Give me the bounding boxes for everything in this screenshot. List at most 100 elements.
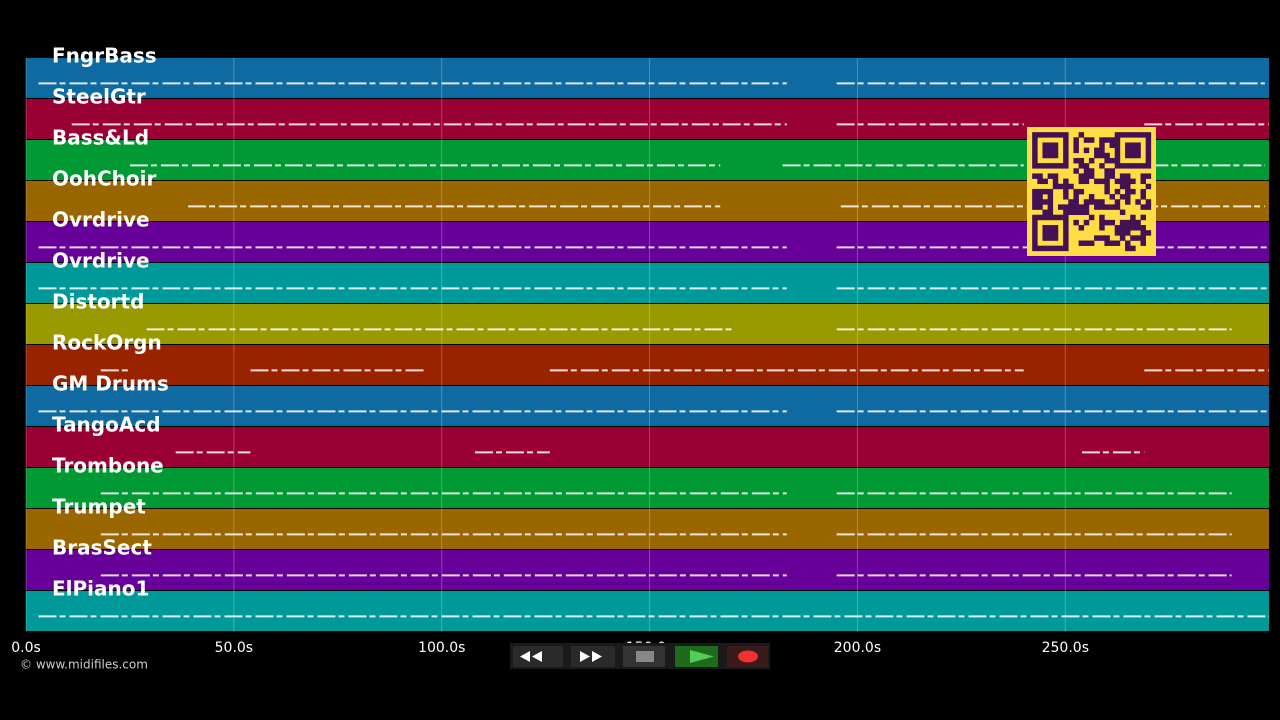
track-label: SteelGtr — [52, 85, 146, 109]
qr-module — [1140, 194, 1146, 200]
qr-module — [1052, 152, 1059, 159]
stop-button[interactable] — [623, 646, 665, 667]
forward-button[interactable] — [571, 646, 615, 667]
tick-label: 250.0s — [1042, 640, 1089, 656]
track-label: RockOrgn — [52, 331, 162, 355]
qr-module — [1052, 142, 1059, 148]
qr-module — [1104, 178, 1110, 185]
record-button[interactable] — [727, 646, 768, 667]
qr-module — [1047, 163, 1054, 169]
qr-module — [1047, 147, 1054, 154]
qr-module — [1078, 204, 1085, 210]
qr-module — [1094, 204, 1100, 210]
qr-module — [1063, 219, 1069, 226]
track-row — [26, 58, 1269, 98]
qr-module — [1125, 225, 1131, 231]
track-label: GM Drums — [52, 372, 169, 396]
qr-module — [1063, 204, 1069, 210]
qr-module — [1094, 235, 1100, 241]
qr-module — [1099, 163, 1105, 169]
qr-module — [1125, 142, 1131, 148]
qr-module — [1063, 132, 1069, 138]
track-label: TangoAcd — [52, 413, 161, 437]
qr-module — [1125, 219, 1131, 226]
qr-module — [1125, 194, 1131, 200]
qr-module — [1037, 132, 1043, 138]
qr-module — [1047, 142, 1054, 148]
qr-module — [1099, 214, 1105, 221]
qr-module — [1140, 178, 1146, 185]
track-row — [26, 468, 1269, 508]
qr-module — [1130, 163, 1136, 169]
qr-module — [1052, 173, 1059, 179]
qr-module — [1063, 225, 1069, 231]
qr-module — [1042, 230, 1048, 236]
tick-label: 200.0s — [834, 640, 881, 656]
qr-module — [1083, 147, 1090, 154]
qr-module — [1104, 240, 1110, 246]
qr-module — [1037, 178, 1043, 185]
track-labels: FngrBass SteelGtr Bass&Ld OohChoir Ovrdrive O… — [52, 44, 169, 601]
qr-module — [1114, 147, 1121, 154]
tick-label: 100.0s — [418, 640, 465, 656]
qr-module — [1104, 173, 1110, 179]
qr-module — [1073, 199, 1079, 205]
qr-module — [1119, 230, 1126, 236]
qr-module — [1109, 142, 1116, 148]
qr-module — [1119, 163, 1126, 169]
qr-module — [1135, 219, 1141, 226]
qr-module — [1125, 245, 1131, 252]
qr-module — [1032, 245, 1038, 252]
qr-module — [1068, 209, 1074, 216]
qr-module — [1068, 204, 1074, 210]
qr-module — [1063, 137, 1069, 143]
track-label: Trumpet — [52, 495, 146, 519]
qr-module — [1073, 204, 1079, 210]
track-label: Bass&Ld — [52, 126, 149, 150]
qr-module — [1032, 204, 1038, 210]
qr-module — [1032, 230, 1038, 236]
qr-module — [1042, 163, 1048, 169]
qr-module — [1114, 188, 1121, 195]
qr-module — [1037, 245, 1043, 252]
qr-module — [1130, 147, 1136, 154]
qr-module — [1052, 214, 1059, 221]
qr-module — [1073, 168, 1079, 174]
rewind-button[interactable] — [513, 646, 563, 667]
qr-module — [1145, 157, 1152, 164]
qr-module — [1042, 147, 1048, 154]
qr-module — [1088, 173, 1095, 179]
qr-module — [1047, 204, 1054, 210]
watermark: © www.midifiles.com — [20, 658, 148, 672]
qr-module — [1032, 240, 1038, 246]
qr-module — [1052, 245, 1059, 252]
qr-module — [1057, 163, 1064, 169]
qr-module — [1135, 199, 1141, 205]
qr-module — [1078, 157, 1085, 164]
track-row — [26, 550, 1269, 590]
qr-module — [1094, 147, 1100, 154]
qr-module — [1083, 168, 1090, 174]
qr-module — [1032, 137, 1038, 143]
qr-module — [1052, 230, 1059, 236]
qr-module — [1032, 157, 1038, 164]
qr-module — [1109, 137, 1116, 143]
qr-module — [1099, 137, 1105, 143]
qr-module — [1114, 142, 1121, 148]
qr-module — [1083, 163, 1090, 169]
qr-module — [1042, 214, 1048, 221]
qr-module — [1073, 209, 1079, 216]
qr-module — [1140, 132, 1146, 138]
qr-module — [1140, 235, 1146, 241]
qr-module — [1145, 137, 1152, 143]
qr-module — [1047, 209, 1054, 216]
qr-module — [1032, 219, 1038, 226]
qr-module — [1125, 199, 1131, 205]
qr-module — [1052, 183, 1059, 190]
qr-module — [1104, 152, 1110, 159]
qr-module — [1042, 209, 1048, 216]
play-button[interactable] — [675, 646, 718, 667]
qr-module — [1037, 204, 1043, 210]
qr-module — [1063, 235, 1069, 241]
